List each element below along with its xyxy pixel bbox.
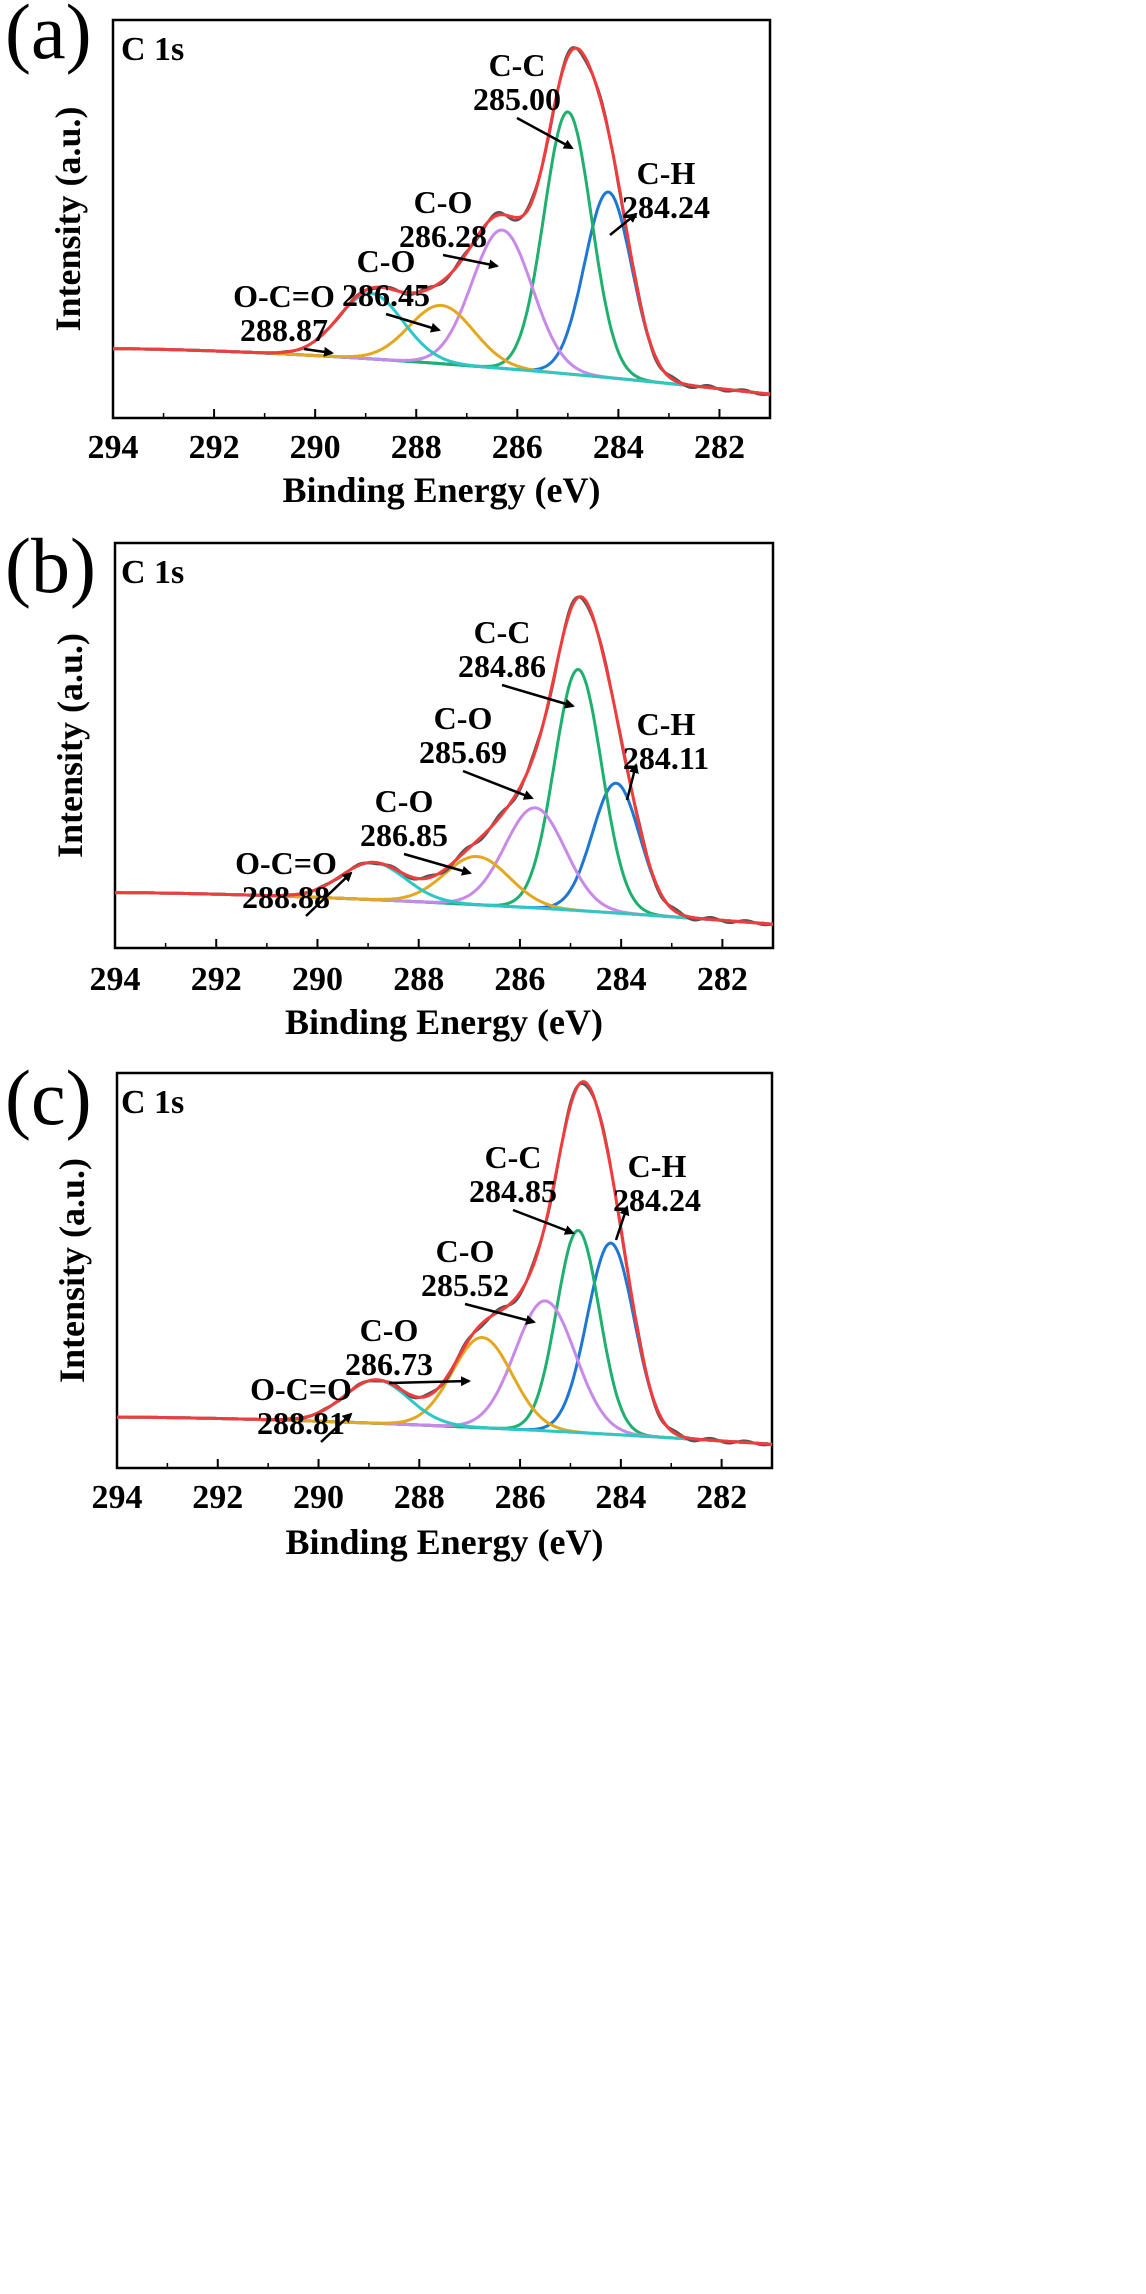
peak-position-label: 286.28 — [399, 218, 487, 254]
x-tick-label: 290 — [290, 429, 341, 466]
peak-position-label: 284.85 — [469, 1173, 557, 1209]
peak-arrow — [609, 212, 638, 236]
peak-position-label: 285.00 — [473, 81, 561, 117]
peak-position-label: 284.24 — [622, 189, 710, 225]
x-axis-label: Binding Energy (eV) — [285, 1522, 603, 1562]
peak-arrow — [385, 312, 441, 333]
x-tick-label: 292 — [189, 429, 240, 466]
y-axis-label: Intensity (a.u.) — [50, 633, 90, 858]
peak-arrow — [625, 763, 639, 801]
chart-panel-b: 294 292 290 288 286 284 282 Binding Energy (eV)… — [5, 522, 775, 1042]
peak-name-label: C-O — [414, 184, 473, 220]
peak-name-label: O-C=O — [233, 278, 335, 314]
peak-position-label: 284.86 — [458, 648, 546, 684]
chart-panel-a: 294 292 290 288 286 284 282 Binding Energy (eV)… — [5, 0, 772, 510]
chart-title: C 1s — [121, 554, 184, 591]
x-tick-label: 294 — [90, 961, 141, 998]
peak-position-label: 286.45 — [342, 277, 430, 313]
peak-arrow — [305, 871, 353, 917]
peak-name-label: C-O — [357, 243, 416, 279]
peak-name-label: C-H — [628, 1148, 687, 1184]
panel-letter: (c) — [5, 1054, 92, 1141]
peak-position-label: 288.81 — [257, 1405, 345, 1441]
x-tick-label: 294 — [92, 1479, 143, 1516]
peak-name-label: C-C — [489, 47, 546, 83]
x-tick-label: 288 — [393, 961, 444, 998]
peak-arrow — [388, 1376, 471, 1387]
x-tick-label: 282 — [696, 1479, 747, 1516]
peak-name-label: C-H — [637, 706, 696, 742]
peak-position-label: 286.85 — [360, 817, 448, 853]
x-tick-label: 292 — [192, 1479, 243, 1516]
peak-arrow — [442, 253, 499, 270]
peak-position-label: 286.73 — [345, 1346, 433, 1382]
peak-arrow — [501, 683, 575, 709]
peak-name-label: O-C=O — [235, 845, 337, 881]
y-axis-label: Intensity (a.u.) — [48, 106, 88, 331]
peak-name-label: C-C — [474, 614, 531, 650]
peak-name-label: C-O — [436, 1233, 495, 1269]
peak-arrow — [320, 1412, 353, 1443]
plot-frame — [111, 18, 772, 420]
x-tick-label: 286 — [494, 961, 545, 998]
x-axis-label: Binding Energy (eV) — [282, 470, 600, 510]
x-tick-label: 288 — [391, 429, 442, 466]
peak-arrow — [516, 116, 574, 150]
peak-position-label: 288.88 — [242, 879, 330, 915]
x-tick-label: 290 — [293, 1479, 344, 1516]
peak-name-label: C-O — [375, 783, 434, 819]
chart-panel-c: 294 292 290 288 286 284 282 Binding Energy (eV)… — [5, 1054, 774, 1562]
x-tick-label: 282 — [694, 429, 745, 466]
peak-position-label: 285.69 — [419, 734, 507, 770]
plot-frame — [113, 541, 775, 950]
peak-arrow — [303, 346, 334, 357]
peak-position-label: 288.87 — [240, 312, 328, 348]
x-tick-label: 284 — [596, 961, 647, 998]
x-tick-label: 282 — [697, 961, 748, 998]
envelope-curve — [113, 46, 771, 396]
x-tick-label: 284 — [593, 429, 644, 466]
panel-letter: (a) — [5, 0, 92, 75]
envelope-curve — [115, 595, 774, 926]
x-tick-label: 284 — [595, 1479, 646, 1516]
peak-position-label: 285.52 — [421, 1267, 509, 1303]
peak-curve-c-o-3 — [117, 1336, 773, 1446]
peak-arrow — [403, 852, 472, 876]
peak-name-label: C-C — [485, 1139, 542, 1175]
x-tick-label: 286 — [492, 429, 543, 466]
peak-curve-o-c-o-4 — [117, 1378, 773, 1446]
x-tick-label: 290 — [292, 961, 343, 998]
chart-title: C 1s — [121, 31, 184, 68]
x-tick-label: 288 — [394, 1479, 445, 1516]
peak-name-label: C-H — [637, 155, 696, 191]
x-tick-label: 292 — [191, 961, 242, 998]
peak-arrow — [464, 1302, 536, 1325]
plot-frame — [115, 1071, 774, 1470]
x-axis-label: Binding Energy (eV) — [285, 1002, 603, 1042]
peak-curve-c-o-2 — [113, 228, 771, 396]
x-tick-label: 294 — [88, 429, 139, 466]
background-line — [113, 347, 771, 396]
x-tick-label: 286 — [495, 1479, 546, 1516]
panel-letter: (b) — [5, 522, 96, 609]
envelope-curve — [117, 1080, 773, 1446]
chart-title: C 1s — [121, 1084, 184, 1121]
peak-name-label: O-C=O — [250, 1371, 352, 1407]
peak-name-label: C-O — [434, 700, 493, 736]
peak-arrow — [512, 1208, 575, 1235]
peak-arrow — [462, 769, 534, 800]
y-axis-label: Intensity (a.u.) — [52, 1158, 92, 1383]
peak-name-label: C-O — [360, 1312, 419, 1348]
peak-arrow — [614, 1205, 630, 1241]
